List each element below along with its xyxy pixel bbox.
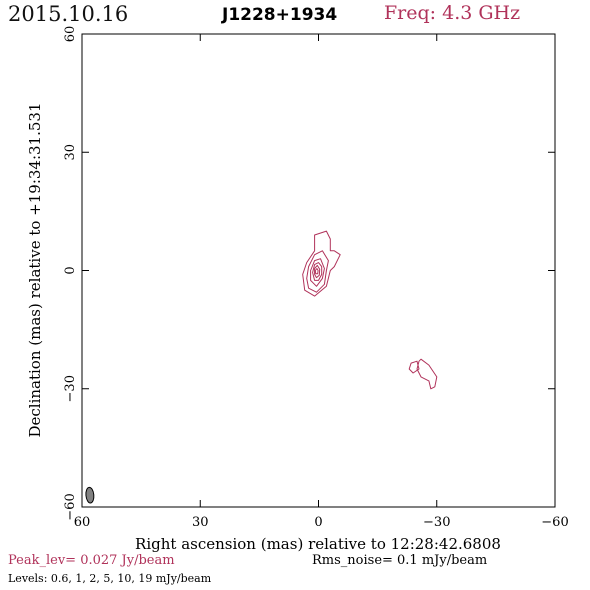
rms-noise: Rms_noise= 0.1 mJy/beam [312,553,488,568]
contour-component-blob-b [416,358,438,390]
y-tick-label: 0 [63,266,78,274]
contour-line [314,268,319,275]
source-name: J1228+1934 [222,5,338,25]
contour-line [416,358,438,390]
y-tick-label: −60 [63,493,78,520]
contour-component-blob-a [408,360,420,374]
beam-ellipse [85,486,95,504]
tick-marks [81,33,556,508]
y-tick-labels: 60 30 0 −30 −60 [63,26,78,521]
contour-line [312,262,323,281]
contour-line [302,230,341,297]
x-tick-label: −30 [423,515,450,530]
peak-level: Peak_lev= 0.027 Jy/beam [8,553,175,568]
contour-line [408,360,420,374]
x-tick-label: 30 [192,515,209,530]
contour-line [314,264,321,279]
contour-layer [302,230,438,390]
contour-levels: Levels: 0.6, 1, 2, 5, 10, 19 mJy/beam [8,572,212,585]
contour-line [306,250,329,293]
frequency-label: Freq: 4.3 GHz [384,2,521,24]
x-tick-label: 60 [74,515,91,530]
y-tick-label: 60 [63,26,78,43]
y-tick-label: −30 [63,375,78,402]
observation-date: 2015.10.16 [8,2,129,26]
x-tick-label: 0 [314,515,322,530]
beam-layer [85,486,95,504]
contour-line [310,258,325,287]
contour-component-core [302,230,341,297]
y-tick-label: 30 [63,144,78,161]
y-axis-label: Declination (mas) relative to +19:34:31.… [26,102,44,437]
x-tick-label: −60 [541,515,568,530]
x-tick-labels: 60 30 0 −30 −60 [74,515,569,530]
x-axis-label: Right ascension (mas) relative to 12:28:… [135,535,501,553]
